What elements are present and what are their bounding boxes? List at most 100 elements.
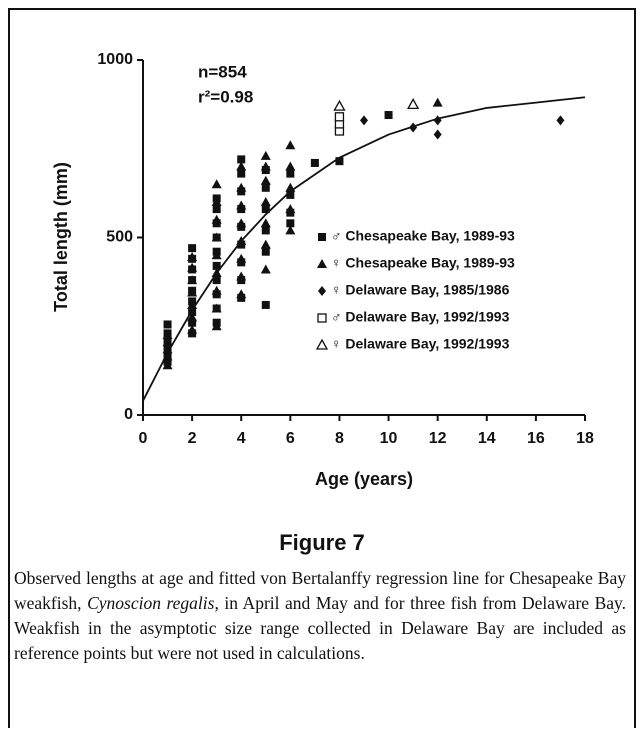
marker	[236, 253, 247, 263]
x-axis-title: Age (years)	[315, 469, 413, 489]
marker	[285, 182, 296, 192]
marker	[211, 321, 222, 331]
x-tick-label: 12	[429, 430, 447, 447]
marker	[407, 98, 420, 110]
legend-marker	[317, 259, 327, 268]
y-tick-label: 500	[106, 229, 133, 246]
marker	[162, 351, 173, 361]
marker	[260, 239, 271, 249]
marker	[187, 312, 198, 322]
marker	[188, 308, 197, 317]
legend-label: ♂ Delaware Bay, 1992/1993	[331, 309, 510, 325]
marker	[162, 330, 173, 340]
x-tick-label: 0	[139, 430, 148, 447]
marker	[260, 218, 271, 228]
marker	[285, 225, 296, 235]
marker	[211, 232, 222, 242]
chart: n=854 r²=0.98 Age (years) Total length (…	[51, 51, 594, 489]
marker	[261, 205, 270, 214]
legend-marker	[318, 233, 326, 241]
marker	[187, 287, 198, 297]
marker	[260, 175, 271, 185]
marker	[211, 214, 222, 224]
legend-marker	[317, 313, 327, 323]
legend-label: ♀ Delaware Bay, 1985/1986	[331, 282, 510, 298]
marker	[261, 226, 270, 235]
y-axis-title: Total length (mm)	[51, 162, 71, 312]
legend-label: ♂ Chesapeake Bay, 1989-93	[331, 228, 515, 244]
marker	[260, 161, 271, 171]
y-tick-label: 1000	[97, 51, 133, 68]
marker	[260, 197, 271, 206]
marker	[162, 337, 173, 347]
marker	[188, 244, 197, 253]
marker	[286, 219, 295, 228]
marker	[187, 324, 198, 334]
marker	[237, 169, 246, 178]
marker	[211, 250, 222, 260]
marker	[188, 318, 197, 327]
fit-line	[142, 96, 586, 402]
marker	[236, 161, 247, 171]
marker	[212, 276, 221, 285]
x-tick-label: 4	[237, 430, 246, 447]
marker	[285, 204, 296, 214]
marker	[261, 247, 270, 256]
marker	[286, 190, 295, 199]
caption-text: , in April and May and for three fish fr…	[14, 593, 626, 663]
marker	[433, 129, 442, 140]
marker	[384, 111, 393, 120]
marker	[335, 157, 344, 166]
annotation: n=854	[198, 62, 247, 81]
marker	[212, 205, 221, 214]
marker	[334, 112, 345, 122]
caption-species: Cynoscion regalis	[87, 593, 215, 613]
marker	[409, 122, 418, 133]
marker	[211, 285, 222, 295]
legend-marker	[318, 286, 326, 296]
marker	[212, 261, 221, 270]
x-tick-label: 2	[188, 430, 197, 447]
marker	[163, 320, 172, 329]
marker	[211, 197, 222, 206]
marker	[260, 264, 271, 274]
x-tick-label: 14	[478, 430, 496, 447]
marker	[211, 179, 222, 189]
y-tick-label: 0	[124, 406, 133, 423]
marker	[236, 218, 247, 228]
x-tick-label: 8	[335, 430, 344, 447]
marker	[432, 97, 443, 107]
marker	[433, 115, 442, 126]
marker	[556, 115, 565, 126]
figure-label: Figure 7	[279, 530, 365, 555]
marker	[187, 275, 198, 285]
marker	[260, 150, 271, 160]
marker	[360, 115, 368, 126]
marker	[236, 200, 247, 210]
marker	[236, 182, 247, 192]
marker	[211, 303, 222, 313]
marker	[261, 183, 270, 192]
x-tick-label: 6	[286, 430, 295, 447]
marker	[285, 161, 296, 171]
x-tick-label: 16	[527, 430, 545, 447]
figure-frame	[8, 8, 636, 728]
x-tick-label: 18	[576, 430, 594, 447]
caption-text: Observed lengths at age and fitted von B…	[14, 568, 626, 613]
marker	[333, 99, 346, 111]
marker	[285, 140, 296, 150]
legend-marker	[315, 338, 329, 350]
legend-label: ♀ Chesapeake Bay, 1989-93	[331, 255, 515, 271]
caption: Observed lengths at age and fitted von B…	[14, 566, 626, 666]
marker	[211, 268, 222, 277]
annotation: r²=0.98	[198, 87, 253, 106]
marker	[187, 252, 198, 262]
marker	[310, 158, 319, 167]
marker	[162, 344, 173, 354]
x-tick-label: 10	[380, 430, 398, 447]
marker	[236, 289, 247, 299]
legend-label: ♀ Delaware Bay, 1992/1993	[331, 336, 510, 352]
marker	[187, 299, 198, 309]
marker	[236, 271, 247, 281]
marker	[237, 155, 246, 164]
